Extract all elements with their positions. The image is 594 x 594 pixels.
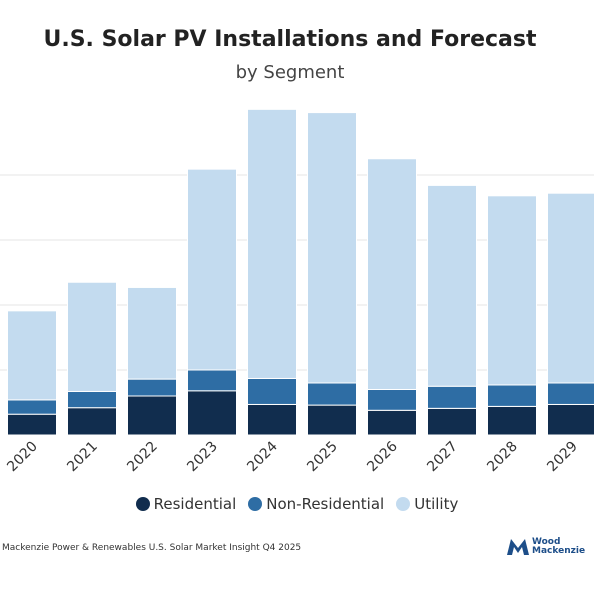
x-tick-label: 2026 (364, 438, 401, 475)
legend: Residential Non-Residential Utility (0, 495, 594, 513)
source-note: Mackenzie Power & Renewables U.S. Solar … (2, 543, 302, 553)
bar-non-residential-2027 (427, 385, 477, 409)
x-tick-labels: 2020 2021 2022 2023 2024 2025 2026 2027 2028 2029 (4, 438, 581, 475)
bar-non-residential-2023 (187, 369, 237, 392)
bar-non-residential-2021 (67, 390, 117, 409)
legend-swatch-non-residential (248, 497, 263, 511)
x-tick-label: 2029 (544, 439, 581, 476)
bar-utility-2021 (67, 281, 117, 392)
bar-residential-2020 (7, 413, 57, 436)
bar-residential-2022 (127, 395, 177, 436)
bar-residential-2021 (67, 407, 117, 436)
logo-line-1: Wood (532, 537, 561, 547)
bar-residential-2027 (427, 407, 477, 436)
wood-mackenzie-logo: Wood Mackenzie (507, 538, 585, 556)
chart-subtitle: by Segment (235, 62, 345, 83)
legend-item-residential: Residential (135, 495, 237, 513)
bar-non-residential-2026 (367, 389, 417, 411)
legend-item-non-residential: Non-Residential (248, 495, 384, 513)
bar-utility-2029 (547, 192, 594, 384)
bars (7, 108, 594, 436)
bar-residential-2025 (307, 404, 357, 436)
logo-line-2: Mackenzie (532, 546, 586, 556)
legend-swatch-residential (135, 497, 150, 511)
bar-residential-2023 (187, 390, 237, 436)
x-tick-label: 2021 (64, 439, 101, 476)
bar-utility-2020 (7, 310, 57, 401)
chart-title: U.S. Solar PV Installations and Forecast (43, 27, 537, 52)
bar-non-residential-2025 (307, 382, 357, 406)
legend-label-residential: Residential (153, 495, 237, 513)
legend-swatch-utility (396, 497, 411, 511)
x-tick-label: 2022 (124, 439, 161, 476)
bar-utility-2023 (187, 168, 237, 371)
bar-non-residential-2020 (7, 399, 57, 415)
x-tick-label: 2025 (304, 439, 341, 476)
x-tick-label: 2023 (184, 439, 221, 476)
bar-non-residential-2028 (487, 384, 537, 407)
bar-utility-2025 (307, 112, 357, 384)
bar-utility-2026 (367, 158, 417, 390)
bar-utility-2027 (427, 184, 477, 387)
bar-non-residential-2024 (247, 377, 297, 405)
bar-non-residential-2022 (127, 378, 177, 397)
x-tick-label: 2027 (424, 439, 461, 476)
bar-residential-2029 (547, 403, 594, 436)
legend-item-utility: Utility (396, 495, 458, 513)
bar-residential-2024 (247, 403, 297, 436)
bar-utility-2024 (247, 108, 297, 379)
x-tick-label: 2024 (244, 438, 281, 475)
wood-mackenzie-logo-icon (507, 539, 529, 555)
legend-label-non-residential: Non-Residential (266, 495, 385, 513)
bar-residential-2028 (487, 405, 537, 436)
bar-utility-2022 (127, 286, 177, 380)
legend-label-utility: Utility (414, 495, 459, 513)
bar-residential-2026 (367, 409, 417, 436)
x-tick-label: 2020 (4, 439, 41, 476)
bar-utility-2028 (487, 195, 537, 386)
x-tick-label: 2028 (484, 439, 521, 476)
bar-non-residential-2029 (547, 382, 594, 405)
logo-text: Wood Mackenzie (532, 538, 585, 556)
